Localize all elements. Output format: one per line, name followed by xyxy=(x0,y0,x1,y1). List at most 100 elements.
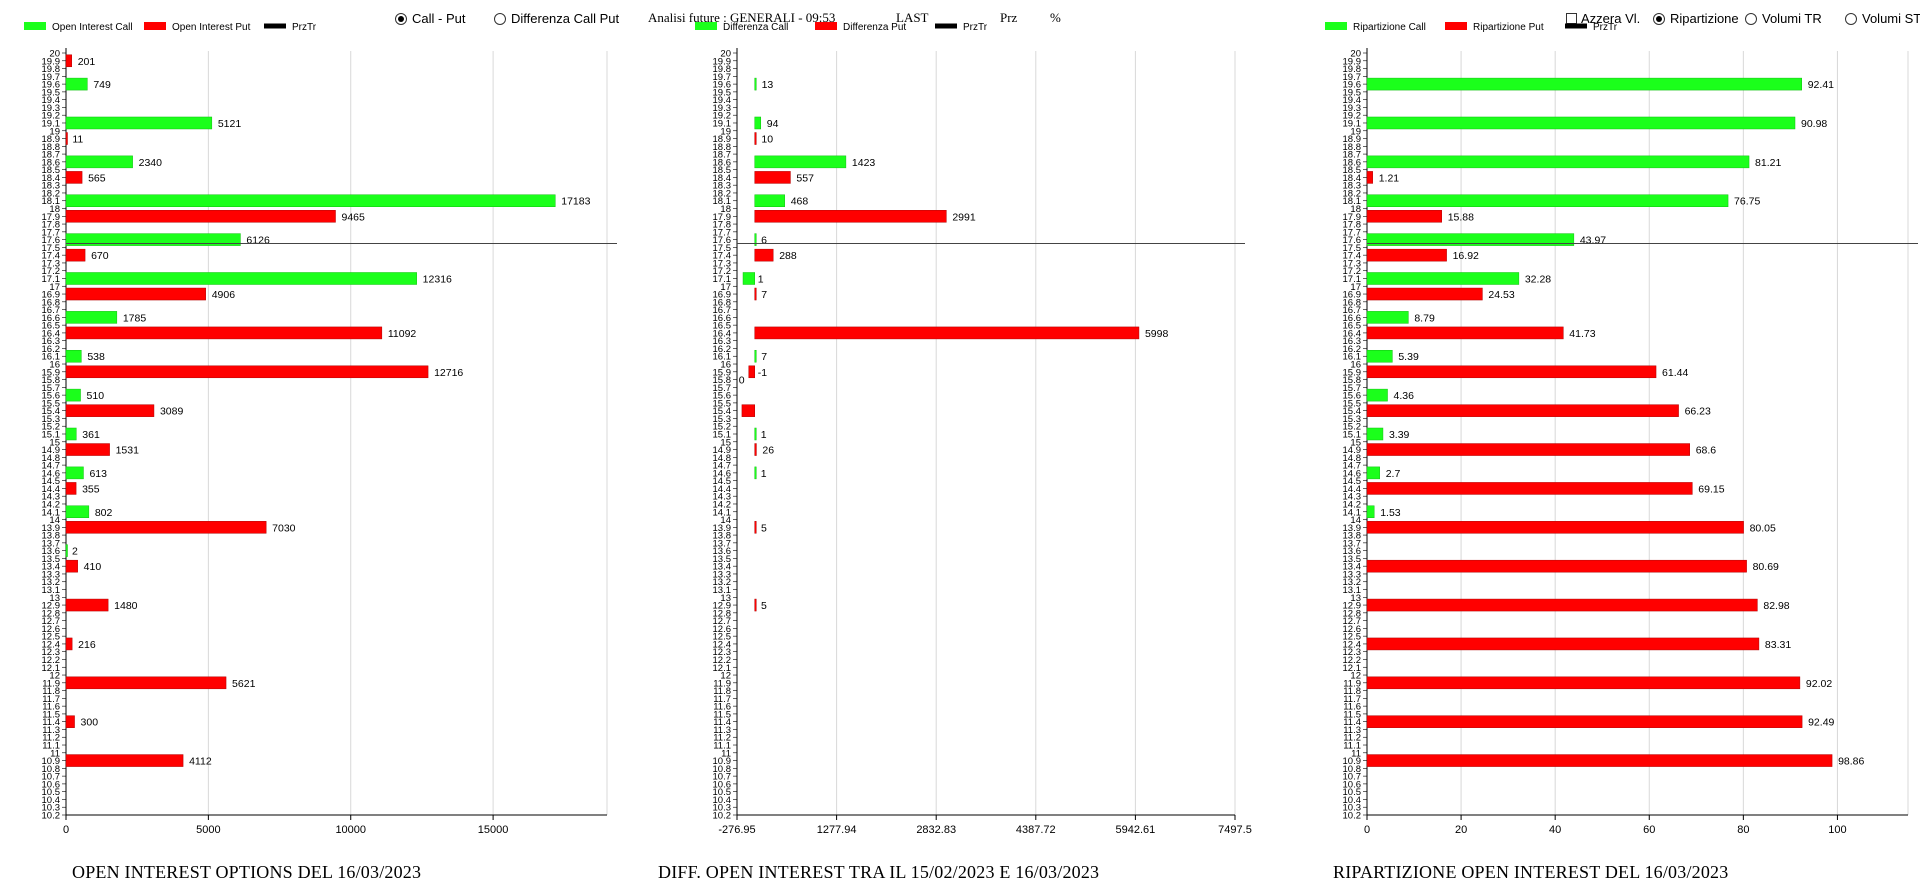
y-tick-label: 13.8 xyxy=(713,531,732,542)
x-tick-label: 2832.83 xyxy=(916,824,956,836)
y-tick-label: 10.3 xyxy=(42,803,61,814)
y-tick-label: 10.5 xyxy=(1343,787,1362,798)
y-tick-label: 16.8 xyxy=(42,297,61,308)
bar xyxy=(1366,155,1750,169)
radio-ripartizione-label: Ripartizione xyxy=(1670,11,1739,26)
bar-value-label: 82.98 xyxy=(1763,600,1789,612)
y-tick-label: 17.5 xyxy=(713,243,732,254)
y-tick-label: 14.8 xyxy=(713,453,732,464)
radio-volumi-st[interactable]: Volumi ST xyxy=(1845,11,1920,26)
y-tick-label: 13.9 xyxy=(1343,523,1362,534)
y-tick-label: 16.7 xyxy=(713,305,732,316)
y-tick-label: 13.6 xyxy=(713,546,732,557)
bar xyxy=(65,559,78,573)
bar-value-label: 16.92 xyxy=(1453,250,1479,262)
x-tick-label: 100 xyxy=(1828,824,1846,836)
y-tick-label: 14.2 xyxy=(1343,499,1362,510)
y-tick-label: 16.3 xyxy=(1343,336,1362,347)
y-tick-label: 18 xyxy=(720,204,731,215)
y-tick-label: 12 xyxy=(1350,671,1361,682)
y-tick-label: 17.6 xyxy=(42,235,61,246)
y-tick-label: 12.4 xyxy=(42,639,61,650)
y-tick-label: 18.5 xyxy=(1343,165,1362,176)
y-tick-label: 12.3 xyxy=(713,647,732,658)
y-tick-label: 10.7 xyxy=(42,772,61,783)
legend-swatch xyxy=(1325,22,1347,30)
y-tick-label: 13.9 xyxy=(42,523,61,534)
bar xyxy=(1366,676,1801,690)
y-tick-label: 11 xyxy=(50,748,60,759)
y-tick-label: 11.9 xyxy=(42,678,60,689)
y-tick-label: 19.8 xyxy=(1343,64,1362,75)
bar xyxy=(65,505,90,519)
y-tick-label: 13.4 xyxy=(42,562,61,573)
y-tick-label: 15.3 xyxy=(42,414,61,425)
y-tick-label: 10.8 xyxy=(42,764,61,775)
y-tick-label: 14.4 xyxy=(713,484,732,495)
y-tick-label: 17.2 xyxy=(1343,266,1362,277)
y-tick-label: 15.9 xyxy=(713,367,732,378)
y-tick-label: 11.5 xyxy=(42,709,60,720)
bar-value-label: 5121 xyxy=(218,118,242,130)
radio-volumi-tr[interactable]: Volumi TR xyxy=(1745,11,1822,26)
bar xyxy=(754,521,757,534)
bar-value-label: 80.69 xyxy=(1753,561,1779,573)
y-tick-label: 12.1 xyxy=(1343,663,1362,674)
y-tick-label: 15.8 xyxy=(1343,375,1362,386)
y-tick-label: 16.5 xyxy=(713,321,732,332)
bar-value-label: 1.21 xyxy=(1379,172,1400,184)
radio-diff-call-put[interactable]: Differenza Call Put xyxy=(494,11,619,26)
y-tick-label: 11.2 xyxy=(713,733,731,744)
y-tick-label: 16.4 xyxy=(713,328,732,339)
y-tick-label: 20 xyxy=(1350,49,1361,60)
y-tick-label: 16.6 xyxy=(1343,313,1362,324)
y-tick-label: 18.6 xyxy=(42,157,61,168)
y-tick-label: 17.4 xyxy=(1343,251,1362,262)
y-tick-label: 19.9 xyxy=(1343,56,1362,67)
y-tick-label: 13.2 xyxy=(42,577,61,588)
y-tick-label: 17.5 xyxy=(42,243,61,254)
bar-value-label: 1785 xyxy=(123,312,147,324)
x-tick-label: 0 xyxy=(63,824,69,836)
bar-value-label: 3.39 xyxy=(1389,429,1410,441)
y-tick-label: 18.9 xyxy=(1343,134,1362,145)
bar-value-label: 32.28 xyxy=(1525,273,1551,285)
y-tick-label: 18.8 xyxy=(713,142,732,153)
y-tick-label: 11.7 xyxy=(713,694,731,705)
bar xyxy=(65,272,417,285)
y-tick-label: 10.4 xyxy=(1343,795,1362,806)
bar-value-label: 92.41 xyxy=(1808,79,1834,91)
bar-value-label: 80.05 xyxy=(1750,522,1776,534)
x-tick-label: 60 xyxy=(1643,824,1655,836)
bar xyxy=(1366,559,1747,573)
y-tick-label: 14.2 xyxy=(42,499,61,510)
bar xyxy=(1366,466,1380,480)
bar xyxy=(65,637,73,651)
bar-value-label: 66.23 xyxy=(1685,406,1711,418)
y-tick-label: 13.1 xyxy=(713,585,732,596)
y-tick-label: 10.6 xyxy=(42,779,61,790)
y-tick-label: 16.6 xyxy=(42,313,61,324)
y-tick-label: 17.6 xyxy=(1343,235,1362,246)
radio-call-put[interactable]: Call - Put xyxy=(395,11,465,26)
y-tick-label: 12.4 xyxy=(713,639,732,650)
y-tick-label: 11.4 xyxy=(42,717,60,728)
y-tick-label: 12.3 xyxy=(42,647,61,658)
y-tick-label: 12.1 xyxy=(713,663,732,674)
y-tick-label: 11.8 xyxy=(713,686,731,697)
bar-value-label: 557 xyxy=(796,172,814,184)
y-tick-label: 10.3 xyxy=(1343,803,1362,814)
y-tick-label: 18.7 xyxy=(713,150,732,161)
y-tick-label: 10.9 xyxy=(713,756,732,767)
bar xyxy=(1366,521,1744,534)
radio-ripartizione[interactable]: Ripartizione xyxy=(1653,11,1739,26)
radio-volumi-st-label: Volumi ST xyxy=(1862,11,1920,26)
y-tick-label: 10.4 xyxy=(42,795,61,806)
y-tick-label: 11.1 xyxy=(713,741,731,752)
y-tick-label: 18.4 xyxy=(1343,173,1362,184)
y-tick-label: 11.3 xyxy=(42,725,60,736)
legend-label: Open Interest Call xyxy=(52,22,133,33)
x-tick-label: 15000 xyxy=(478,824,509,836)
y-tick-label: 18.1 xyxy=(1343,196,1362,207)
y-tick-label: 19.3 xyxy=(713,103,732,114)
